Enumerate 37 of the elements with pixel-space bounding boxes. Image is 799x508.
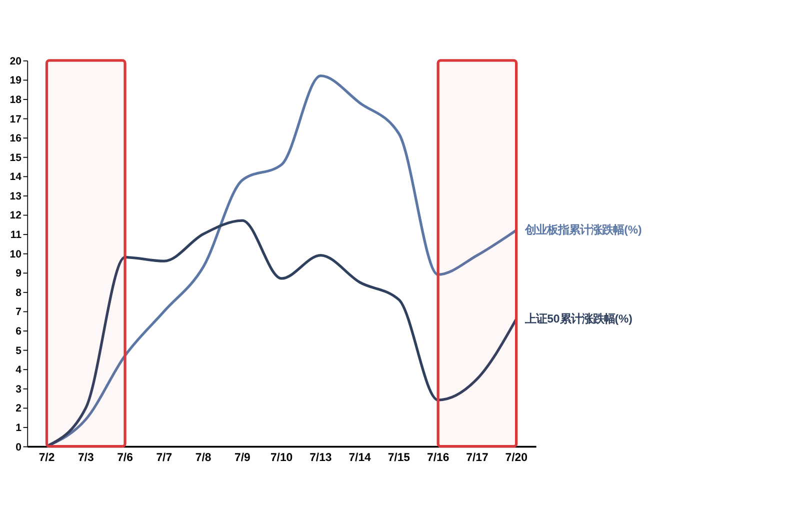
y-tick-label: 0 (16, 441, 22, 454)
x-tick-label: 7/20 (505, 452, 528, 464)
x-tick-label: 7/9 (234, 452, 250, 464)
y-tick-label: 20 (10, 55, 22, 68)
line-series (45, 219, 518, 448)
x-tick-label: 7/3 (78, 452, 94, 464)
y-tick-label: 10 (10, 248, 22, 260)
y-tick-label: 13 (10, 190, 22, 202)
x-tick-label: 7/8 (195, 452, 212, 464)
y-tick-label: 16 (10, 132, 22, 145)
y-tick-label: 5 (16, 344, 22, 357)
y-tick-label: 14 (10, 171, 22, 184)
x-tick-label: 7/7 (156, 452, 172, 464)
y-tick-label: 12 (10, 210, 22, 222)
x-tick-label: 7/15 (388, 452, 411, 464)
y-tick-label: 18 (10, 94, 22, 106)
x-tick-label: 7/13 (310, 452, 332, 464)
x-tick-label: 7/10 (270, 452, 293, 464)
y-tick-label: 11 (10, 229, 22, 242)
y-tick-label: 7 (16, 306, 22, 318)
y-tick-label: 4 (16, 364, 22, 376)
series-label: 上证50累计涨跌幅(%) (524, 312, 633, 326)
x-tick-label: 7/2 (38, 452, 55, 464)
y-tick-label: 1 (16, 422, 22, 434)
y-tick-label: 3 (16, 383, 22, 396)
y-tick-label: 15 (10, 152, 22, 164)
x-tick-label: 7/6 (117, 452, 133, 464)
y-tick-label: 2 (16, 402, 22, 415)
x-tick-label: 7/16 (426, 452, 450, 464)
x-tick-label: 7/17 (466, 452, 488, 464)
y-tick-label: 9 (16, 268, 22, 280)
x-tick-label: 7/14 (348, 452, 372, 464)
series-label: 创业板指累计涨跌幅(%) (524, 224, 642, 237)
y-tick-label: 19 (10, 74, 22, 87)
y-tick-label: 17 (10, 113, 22, 126)
y-tick-label: 8 (16, 286, 22, 299)
y-tick-label: 6 (16, 326, 22, 338)
